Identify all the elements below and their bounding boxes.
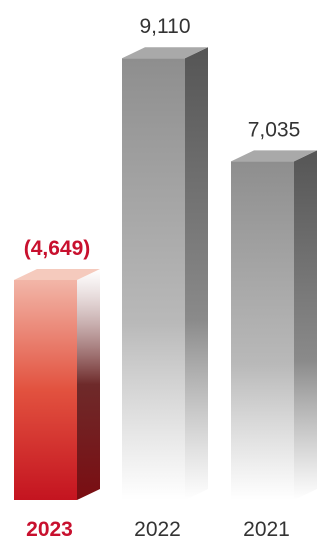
category-label-2021: 2021 [243,518,290,541]
bar-2022 [122,47,208,500]
bar-side-2023 [77,268,100,500]
bar-side-2021 [294,150,317,500]
bar-front-2021 [231,161,294,500]
category-label-2022: 2022 [134,518,181,541]
bar-top-2023 [14,268,100,280]
category-label-2023: 2023 [26,518,73,541]
bar-front-2023 [14,279,77,500]
bar-top-2021 [231,150,317,162]
data-label-2023: (4,649) [24,237,91,260]
data-label-2021: 7,035 [248,118,301,141]
bar-2023 [14,268,100,500]
bar-2021 [231,150,317,500]
data-label-2022: 9,110 [140,15,191,38]
bar-front-2022 [122,58,185,500]
bar-side-2022 [185,47,208,500]
bar-top-2022 [122,47,208,59]
